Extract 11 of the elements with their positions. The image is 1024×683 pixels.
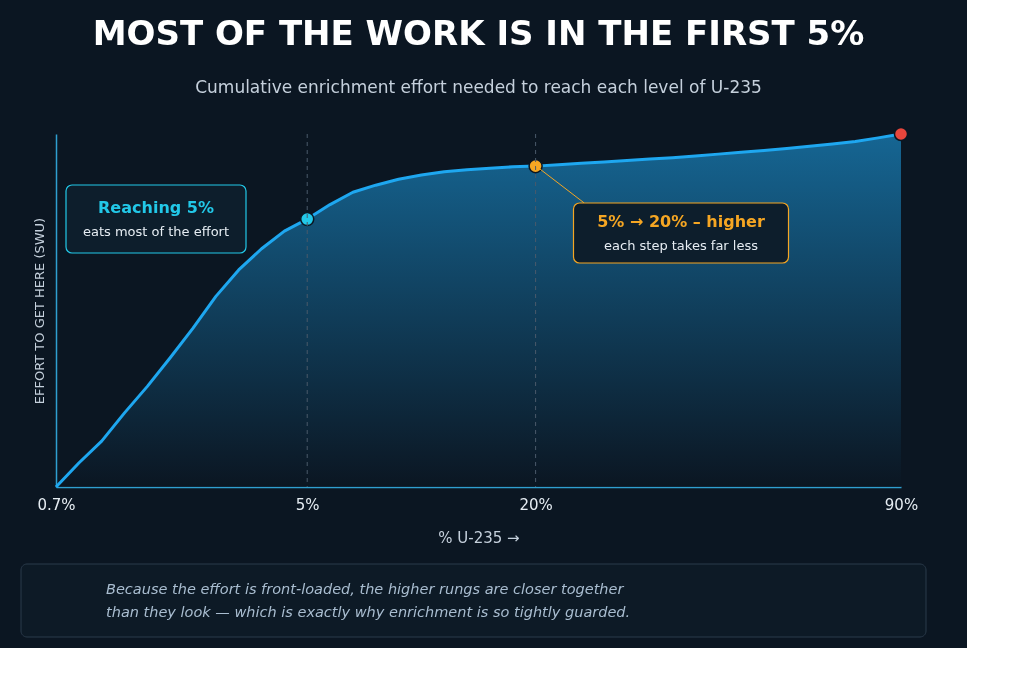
annotation: 5% → 20% – higher each step takes far less (597, 212, 765, 253)
annotation: Reaching 5% eats most of the effort (82, 198, 230, 239)
chart-title: MOST OF THE WORK IS IN THE FIRST 5% (92, 13, 865, 54)
x-tick-label: 90% (884, 495, 919, 514)
y-axis-title: EFFORT TO GET HERE (SWU) (31, 217, 47, 405)
chart-subtitle: Cumulative enrichment effort needed to reach each level of U-235 (195, 77, 762, 98)
x-tick-label: 5% (295, 495, 320, 514)
x-axis-title: % U-235 → (438, 528, 520, 547)
text: Because the effort is front-loaded, the higher rungs are closer together than they look — which is exactly why enrichment is so tightly guarded. (106, 581, 631, 620)
x-tick-label: 0.7% (37, 495, 76, 514)
x-tick-label: 20% (519, 495, 553, 514)
